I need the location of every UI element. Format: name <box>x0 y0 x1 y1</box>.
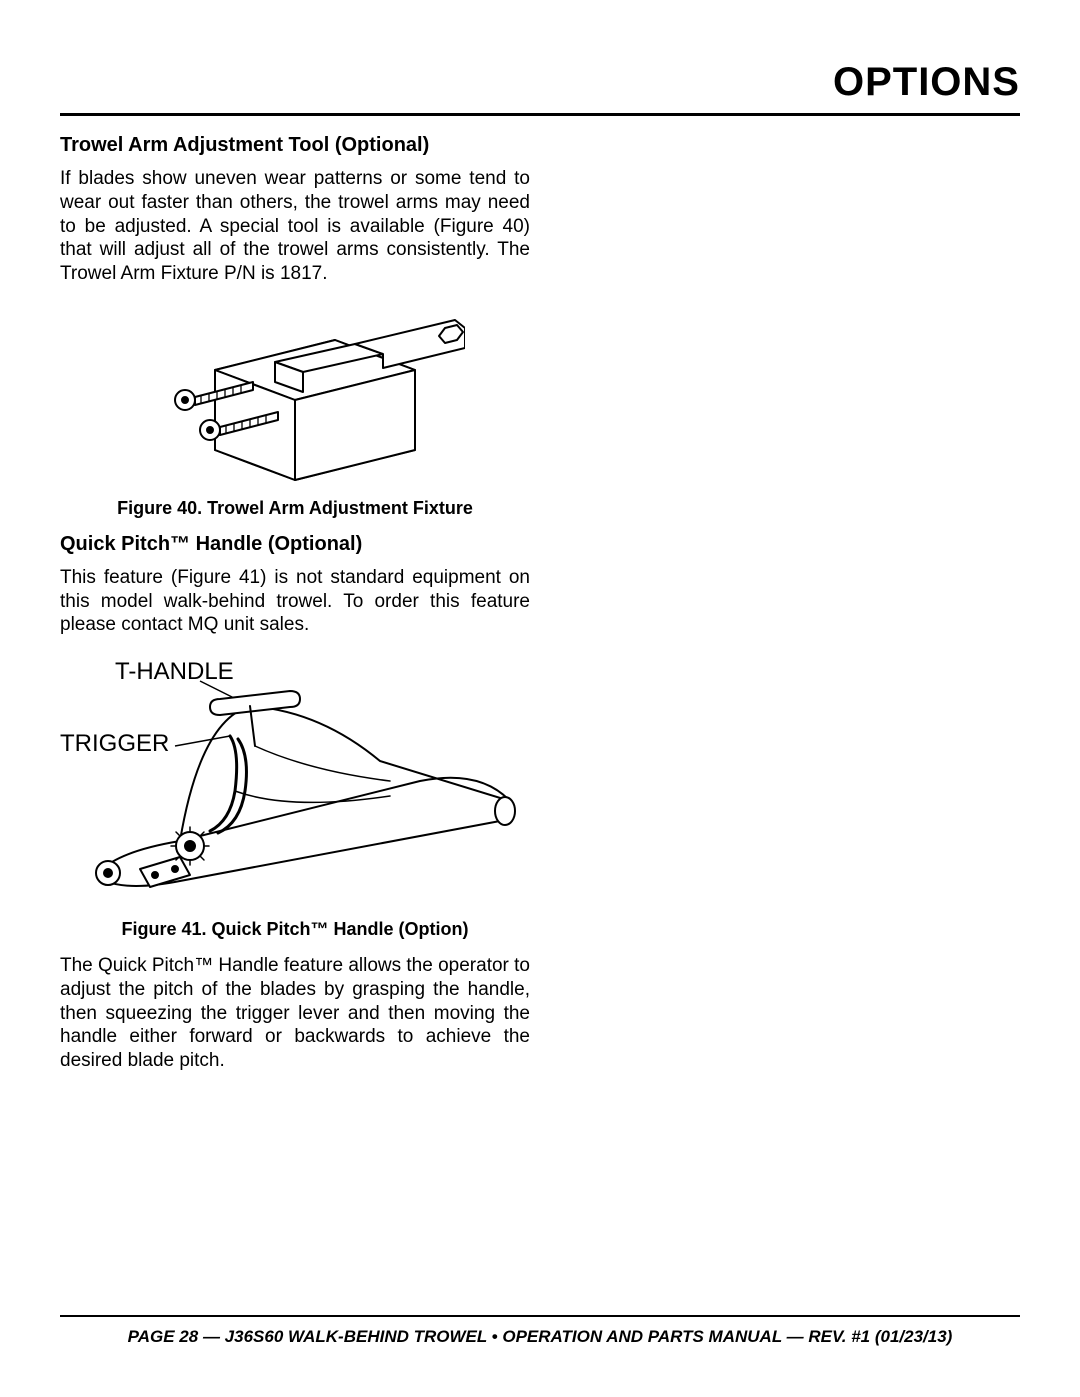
manual-page: OPTIONS Trowel Arm Adjustment Tool (Opti… <box>0 0 1080 1397</box>
page-header-title: OPTIONS <box>60 60 1020 116</box>
label-t-handle: T-HANDLE <box>115 658 234 685</box>
figure-41: T-HANDLE TRIGGER <box>60 651 530 940</box>
section-paragraph-quick-pitch-desc: The Quick Pitch™ Handle feature allows t… <box>60 954 530 1073</box>
footer-text: PAGE 28 — J36S60 WALK-BEHIND TROWEL • OP… <box>128 1327 953 1346</box>
section-paragraph-trowel-arm: If blades show uneven wear patterns or s… <box>60 167 530 286</box>
figure-40: Figure 40. Trowel Arm Adjustment Fixture <box>60 300 530 519</box>
label-trigger: TRIGGER <box>60 730 169 757</box>
quick-pitch-handle-illustration: T-HANDLE TRIGGER <box>60 651 530 911</box>
section-heading-quick-pitch: Quick Pitch™ Handle (Optional) <box>60 533 530 556</box>
page-footer: PAGE 28 — J36S60 WALK-BEHIND TROWEL • OP… <box>60 1315 1020 1347</box>
figure-41-caption: Figure 41. Quick Pitch™ Handle (Option) <box>121 919 468 940</box>
trowel-arm-fixture-illustration <box>125 300 465 490</box>
content-column: Trowel Arm Adjustment Tool (Optional) If… <box>60 134 530 1073</box>
section-heading-trowel-arm: Trowel Arm Adjustment Tool (Optional) <box>60 134 530 157</box>
section-paragraph-quick-pitch-intro: This feature (Figure 41) is not standard… <box>60 566 530 637</box>
figure-40-caption: Figure 40. Trowel Arm Adjustment Fixture <box>117 498 473 519</box>
